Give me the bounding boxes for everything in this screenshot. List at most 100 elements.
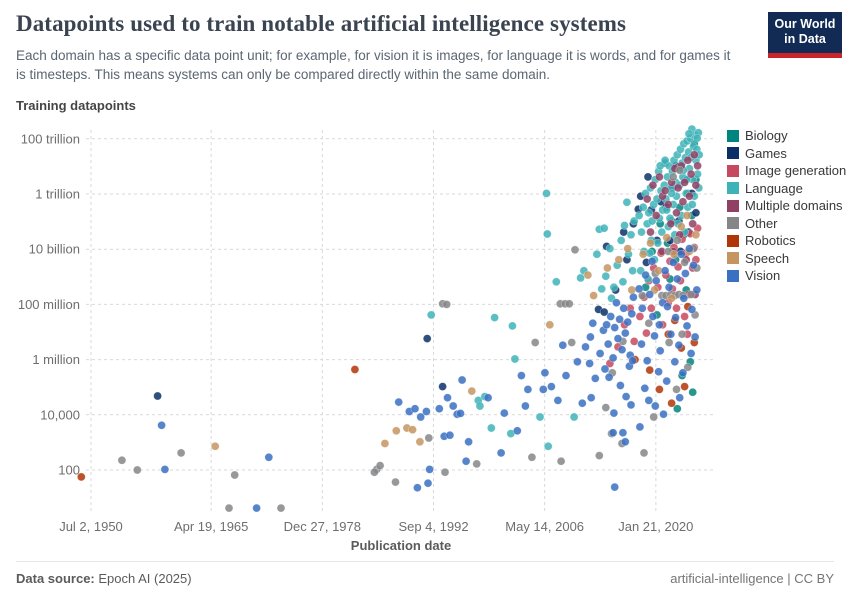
data-point-vision[interactable]	[608, 428, 618, 438]
data-point-vision[interactable]	[448, 401, 458, 411]
data-point-vision[interactable]	[651, 276, 661, 286]
data-point-speech[interactable]	[638, 249, 648, 259]
data-point-multiple-domains[interactable]	[686, 169, 696, 179]
data-point-multiple-domains[interactable]	[689, 150, 699, 160]
data-point-language[interactable]	[510, 354, 520, 364]
data-point-robotics[interactable]	[680, 382, 689, 391]
data-point-robotics[interactable]	[667, 398, 676, 408]
data-point-other[interactable]	[370, 467, 379, 477]
data-point-games[interactable]	[422, 334, 432, 343]
data-point-vision[interactable]	[456, 409, 465, 418]
data-point-vision[interactable]	[577, 398, 587, 408]
data-point-vision[interactable]	[666, 329, 676, 339]
data-point-vision[interactable]	[668, 258, 678, 267]
data-point-speech[interactable]	[408, 425, 417, 435]
data-point-robotics[interactable]	[77, 472, 86, 482]
legend-item-biology[interactable]: Biology	[727, 127, 846, 145]
data-point-other[interactable]	[567, 338, 577, 347]
data-point-vision[interactable]	[613, 334, 623, 343]
data-point-other[interactable]	[672, 236, 682, 245]
data-point-language[interactable]	[657, 227, 667, 237]
data-point-vision[interactable]	[553, 396, 563, 405]
data-point-vision[interactable]	[610, 323, 620, 332]
data-point-vision[interactable]	[655, 320, 664, 330]
data-point-other[interactable]	[224, 503, 234, 513]
data-point-speech[interactable]	[646, 238, 655, 248]
data-point-speech[interactable]	[583, 270, 593, 280]
data-point-language[interactable]	[601, 271, 611, 281]
data-point-vision[interactable]	[620, 437, 630, 447]
data-point-vision[interactable]	[642, 356, 652, 366]
data-point-vision[interactable]	[675, 393, 685, 403]
data-point-language[interactable]	[508, 321, 517, 331]
data-point-vision[interactable]	[547, 382, 556, 391]
data-point-vision[interactable]	[496, 448, 506, 458]
data-point-language[interactable]	[687, 200, 697, 209]
data-point-vision[interactable]	[464, 437, 473, 447]
data-point-vision[interactable]	[637, 339, 646, 349]
data-point-speech[interactable]	[676, 222, 686, 231]
data-point-other[interactable]	[176, 448, 186, 458]
data-point-vision[interactable]	[483, 393, 493, 403]
data-point-vision[interactable]	[423, 478, 433, 488]
data-point-language[interactable]	[426, 310, 436, 320]
data-point-language[interactable]	[542, 189, 551, 198]
data-point-vision[interactable]	[690, 332, 700, 342]
data-point-vision[interactable]	[157, 420, 166, 430]
data-point-vision[interactable]	[660, 266, 670, 276]
data-point-vision[interactable]	[434, 404, 444, 414]
data-point-vision[interactable]	[685, 244, 694, 253]
data-point-language[interactable]	[542, 229, 552, 239]
data-point-language[interactable]	[618, 277, 628, 287]
data-point-multiple-domains[interactable]	[651, 211, 661, 220]
data-point-vision[interactable]	[422, 407, 431, 416]
data-point-vision[interactable]	[629, 292, 638, 302]
data-point-games[interactable]	[643, 172, 653, 182]
data-point-vision[interactable]	[604, 372, 614, 382]
data-point-vision[interactable]	[676, 249, 686, 259]
legend-item-language[interactable]: Language	[727, 180, 846, 198]
data-point-vision[interactable]	[628, 356, 637, 366]
data-point-image-generation[interactable]	[646, 303, 656, 313]
legend-item-image-generation[interactable]: Image generation	[727, 162, 846, 180]
data-point-language[interactable]	[475, 401, 485, 411]
legend-item-speech[interactable]: Speech	[727, 250, 846, 268]
data-point-vision[interactable]	[674, 340, 684, 350]
data-point-language[interactable]	[551, 277, 561, 287]
data-point-multiple-domains[interactable]	[672, 208, 681, 218]
data-point-image-generation[interactable]	[680, 312, 689, 321]
data-point-other[interactable]	[556, 456, 566, 466]
data-point-vision[interactable]	[626, 400, 636, 410]
data-point-language[interactable]	[637, 227, 646, 237]
data-point-vision[interactable]	[160, 465, 170, 474]
data-point-language[interactable]	[629, 216, 639, 226]
data-point-vision[interactable]	[512, 426, 522, 436]
data-point-vision[interactable]	[623, 317, 633, 327]
data-point-language[interactable]	[628, 266, 637, 276]
data-point-image-generation[interactable]	[629, 337, 639, 346]
data-point-language[interactable]	[535, 412, 545, 422]
data-point-games[interactable]	[153, 391, 162, 401]
data-point-speech[interactable]	[467, 386, 477, 396]
data-point-multiple-domains[interactable]	[660, 186, 670, 195]
data-point-vision[interactable]	[687, 305, 697, 314]
data-point-multiple-domains[interactable]	[663, 200, 673, 209]
data-point-vision[interactable]	[640, 383, 650, 393]
owid-logo[interactable]: Our World in Data	[768, 12, 842, 58]
data-point-speech[interactable]	[210, 441, 220, 451]
data-point-language[interactable]	[647, 216, 657, 226]
data-point-vision[interactable]	[662, 376, 672, 386]
data-point-speech[interactable]	[545, 320, 555, 330]
data-point-vision[interactable]	[602, 320, 611, 330]
data-point-vision[interactable]	[606, 312, 616, 321]
data-point-speech[interactable]	[669, 249, 679, 259]
data-point-vision[interactable]	[612, 298, 621, 308]
data-point-vision[interactable]	[461, 456, 471, 466]
data-point-other[interactable]	[564, 299, 574, 309]
data-point-other[interactable]	[664, 338, 674, 347]
data-point-other[interactable]	[675, 166, 685, 175]
legend-item-vision[interactable]: Vision	[727, 267, 846, 285]
data-point-games[interactable]	[438, 382, 447, 391]
data-point-multiple-domains[interactable]	[680, 178, 689, 187]
data-point-vision[interactable]	[618, 428, 628, 438]
